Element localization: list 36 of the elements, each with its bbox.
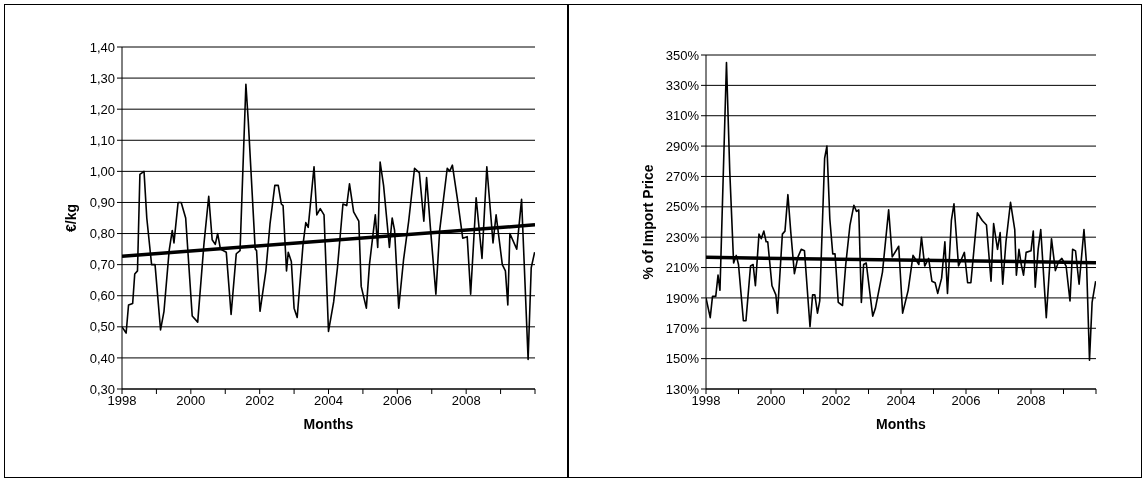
y-tick-label: 310% <box>665 108 700 124</box>
y-tick-label: 290% <box>665 138 700 154</box>
y-tick-label: 170% <box>665 320 700 336</box>
y-tick-label: 230% <box>665 229 700 245</box>
y-tick-label: 330% <box>665 77 700 93</box>
x-tick-label: 2008 <box>451 393 481 409</box>
x-tick-label: 2000 <box>756 393 786 409</box>
x-tick-label: 2002 <box>245 393 275 409</box>
y-tick-label: 1,00 <box>89 163 115 179</box>
x-axis-title: Months <box>876 415 927 432</box>
y-tick-label: 250% <box>665 199 700 215</box>
y-axis-title: % of Import Price <box>639 164 656 280</box>
y-tick-label: 150% <box>665 351 700 367</box>
x-tick-label: 2006 <box>382 393 412 409</box>
y-tick-label: 0,40 <box>89 350 115 366</box>
y-tick-label: 1,40 <box>89 39 115 55</box>
x-tick-label: 2004 <box>886 393 916 409</box>
x-tick-label: 2006 <box>951 393 981 409</box>
y-tick-label: 0,50 <box>89 319 115 335</box>
y-tick-label: 270% <box>665 169 700 185</box>
y-tick-label: 1,30 <box>89 70 115 86</box>
x-tick-label: 2002 <box>821 393 851 409</box>
y-tick-label: 190% <box>665 290 700 306</box>
x-tick-label: 2004 <box>314 393 343 409</box>
x-tick-label: 2000 <box>176 393 206 409</box>
x-tick-label: 2008 <box>1016 393 1046 409</box>
x-axis-title: Months <box>303 415 354 432</box>
y-tick-label: 1,10 <box>89 132 115 148</box>
y-tick-label: 0,60 <box>89 288 115 304</box>
y-tick-label: 210% <box>665 260 700 276</box>
y-tick-label: 0,80 <box>89 226 115 242</box>
y-tick-label: 1,20 <box>89 101 115 117</box>
y-tick-label: 0,90 <box>89 195 115 211</box>
y-tick-label: 350% <box>665 47 700 63</box>
y-tick-label: 0,70 <box>89 257 115 273</box>
y-axis-title: €/kg <box>62 203 79 233</box>
